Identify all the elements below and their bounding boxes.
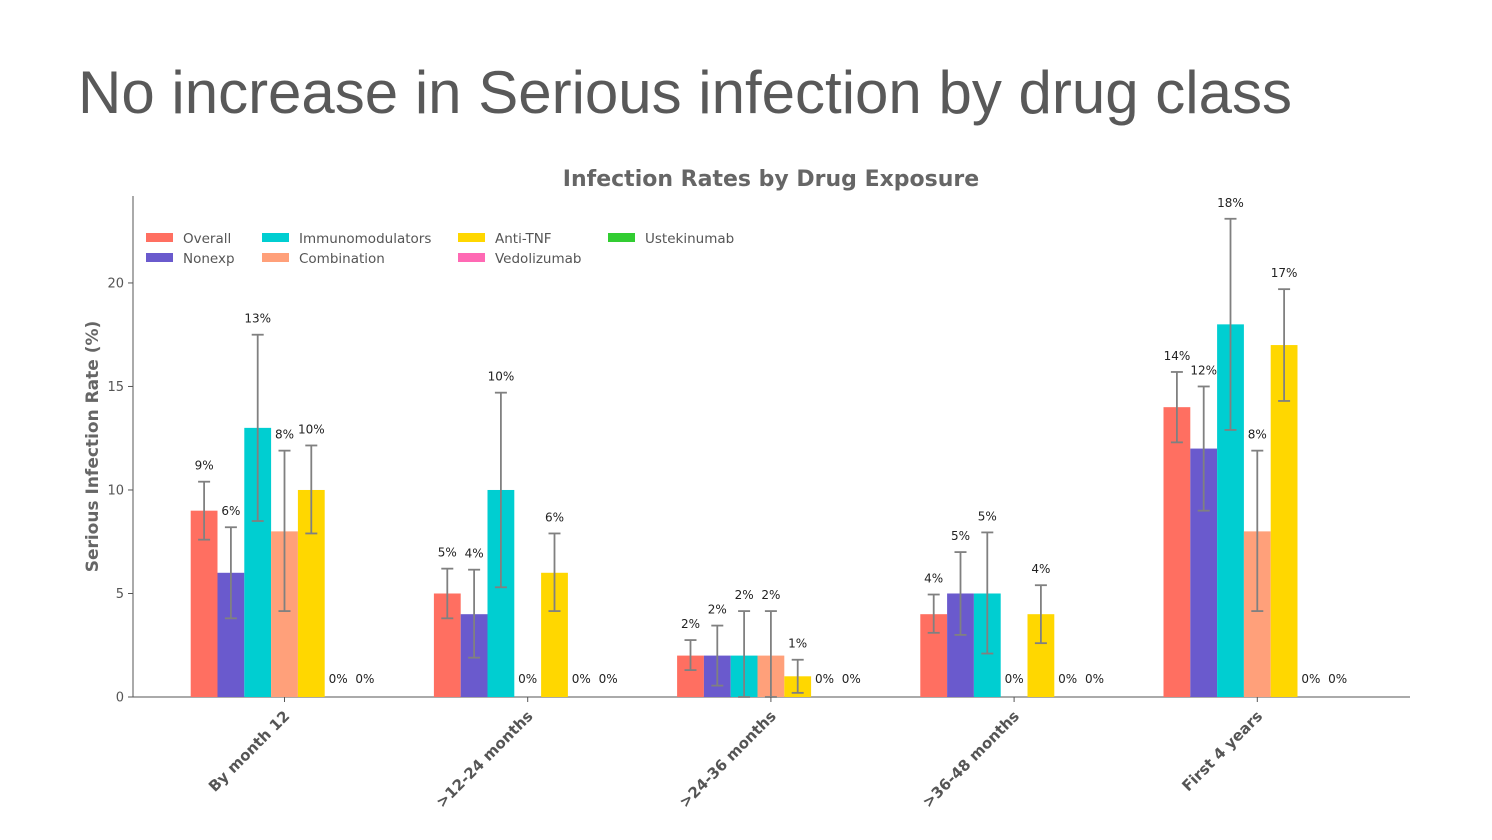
data-label: 6% (545, 510, 564, 524)
data-label: 0% (599, 672, 618, 686)
legend-swatch (262, 233, 289, 242)
data-label: 0% (1328, 672, 1347, 686)
data-label: 14% (1164, 349, 1191, 363)
data-label: 6% (221, 504, 240, 518)
bar (1163, 407, 1191, 697)
data-label: 4% (1031, 562, 1050, 576)
data-label: 2% (681, 617, 700, 631)
legend-swatch (262, 253, 289, 262)
y-tick-label: 10 (107, 483, 124, 498)
y-tick-label: 5 (116, 587, 124, 602)
data-label: 5% (978, 509, 997, 523)
category-label: >36-48 months (919, 707, 1023, 811)
data-label: 4% (924, 572, 943, 586)
category-label: First 4 years (1178, 707, 1266, 795)
data-label: 0% (1301, 672, 1320, 686)
data-label: 0% (355, 672, 374, 686)
data-label: 10% (298, 422, 325, 436)
data-label: 5% (951, 529, 970, 543)
data-label: 13% (244, 312, 271, 326)
legend-label: Combination (299, 251, 385, 267)
data-label: 1% (788, 637, 807, 651)
data-label: 5% (438, 546, 457, 560)
data-label: 0% (815, 672, 834, 686)
category-label: By month 12 (205, 707, 293, 795)
data-label: 4% (465, 547, 484, 561)
data-label: 17% (1271, 266, 1298, 280)
data-label: 2% (708, 603, 727, 617)
legend-swatch (146, 253, 173, 262)
data-label: 0% (1005, 672, 1024, 686)
legend-label: Nonexp (183, 251, 235, 267)
y-axis-label: Serious Infection Rate (%) (83, 321, 103, 573)
data-label: 18% (1217, 196, 1244, 210)
data-label: 12% (1190, 363, 1217, 377)
data-label: 2% (761, 588, 780, 602)
bar (1270, 345, 1298, 697)
category-label: >12-24 months (432, 707, 536, 811)
data-label: 0% (842, 672, 861, 686)
legend-label: Anti-TNF (495, 231, 552, 247)
data-label: 0% (1085, 672, 1104, 686)
legend-label: Ustekinumab (645, 231, 734, 247)
data-label: 10% (488, 370, 515, 384)
legend-swatch (146, 233, 173, 242)
legend-swatch (608, 233, 635, 242)
data-label: 0% (1058, 672, 1077, 686)
data-label: 8% (275, 428, 294, 442)
data-label: 8% (1248, 428, 1267, 442)
category-label: >24-36 months (676, 707, 780, 811)
data-label: 2% (735, 588, 754, 602)
legend-swatch (458, 233, 485, 242)
data-label: 0% (572, 672, 591, 686)
y-tick-label: 20 (107, 276, 124, 291)
slide-title: No increase in Serious infection by drug… (78, 59, 1292, 126)
data-label: 0% (329, 672, 348, 686)
legend-label: Overall (183, 231, 231, 247)
y-tick-label: 15 (107, 380, 124, 395)
legend-label: Vedolizumab (495, 251, 581, 267)
legend-swatch (458, 253, 485, 262)
data-label: 0% (518, 672, 537, 686)
legend-label: Immunomodulators (299, 231, 431, 247)
bar (190, 510, 218, 697)
data-label: 9% (195, 459, 214, 473)
chart-title: Infection Rates by Drug Exposure (563, 167, 979, 192)
y-tick-label: 0 (116, 691, 124, 706)
